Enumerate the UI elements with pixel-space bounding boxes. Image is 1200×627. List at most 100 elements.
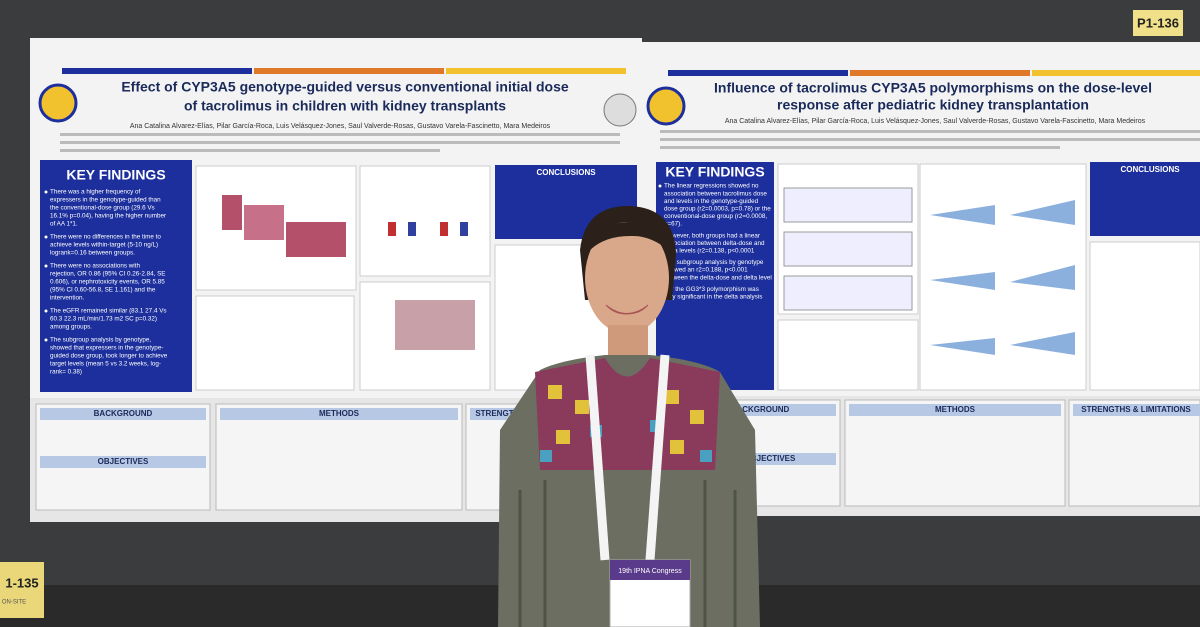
section-header [220, 408, 458, 420]
finding-line: of AA 1*1. [50, 221, 78, 228]
finding-line: There were no differences in the time to [50, 234, 161, 241]
board-sub: ON-SITE [2, 600, 26, 606]
chart-panel [359, 165, 491, 277]
finding-line: The eGFR remained similar (83.1 27.4 Vs [50, 308, 167, 315]
finding-line: between the delta-dose and delta level [664, 274, 772, 281]
chart-panel [777, 319, 919, 391]
finding-line: The subgroup analysis by genotype [664, 259, 764, 266]
finding-line: association between tacrolimus dose [664, 190, 767, 197]
finding-line: 60.3 22.3 mL/min/1.73 m2 SC p=0.32) [50, 316, 157, 323]
table-panel [195, 295, 355, 391]
finding-line: conventional-dose group (r2=0.0008, [664, 213, 767, 220]
lanyard [585, 354, 670, 561]
finding-line: showed that expressers in the genotype- [50, 345, 163, 352]
section-title: METHODS [319, 409, 360, 418]
finding-line: target levels (mean 5 vs 3.2 weeks, log- [50, 361, 161, 368]
table-panel [1089, 241, 1200, 391]
chart-shape [286, 222, 346, 257]
key-findings-title: KEY FINDINGS [66, 167, 165, 183]
conclusions-title: CONCLUSIONS [1120, 165, 1180, 174]
embroidery-pattern [548, 385, 704, 454]
finding-line: only significant in the delta analysis [664, 293, 762, 300]
finding-line: showed an r2=0.188, p<0.001 [664, 267, 748, 274]
poster-title: Influence of tacrolimus CYP3A5 polymorph… [714, 80, 1152, 96]
chart-shape [244, 205, 284, 240]
finding-line: the conventional-dose group (29.6 Vs [50, 205, 155, 212]
bullet [658, 184, 662, 188]
chart-shape [440, 222, 448, 236]
section-header [1073, 404, 1200, 416]
findings: The linear regressions showed noassociat… [658, 183, 772, 300]
conclusions-box [1090, 162, 1200, 236]
person: 19th IPNA Congress [498, 205, 760, 627]
section-header [849, 404, 1061, 416]
poster-right: Influence of tacrolimus CYP3A5 polymorph… [642, 42, 1200, 516]
section-title: STRENGTHS [475, 409, 525, 418]
finding-line: The subgroup analysis by genotype, [50, 337, 151, 344]
stripe [254, 68, 444, 74]
section [215, 403, 463, 511]
affiliation-line [60, 149, 440, 152]
chart-shape [783, 187, 913, 223]
bullet [44, 235, 48, 239]
affiliation-line [660, 146, 1060, 149]
affiliation-line [660, 130, 1200, 133]
finding-line: (95% CI 0.60-56.8, SE 1.161) and the [50, 287, 156, 294]
stripe [668, 70, 848, 76]
affiliation-line [60, 133, 620, 136]
badge-header [610, 560, 690, 580]
board-number: P1-136 [1137, 15, 1179, 30]
section-header [40, 408, 206, 420]
finding-line: and levels in the genotype-guided [664, 198, 759, 205]
board-tag [1133, 10, 1183, 36]
finding-line: expressers in the genotype-guided than [50, 197, 161, 204]
chart-shape [388, 222, 396, 236]
face [585, 222, 669, 334]
chart-shape [783, 275, 913, 311]
stripe [446, 68, 626, 74]
finding-line: delta levels (r2=0.138, p<0.0001 [664, 247, 755, 254]
chart-shape [395, 300, 475, 350]
authors: Ana Catalina Alvarez-Elías, Pilar García… [130, 123, 551, 130]
affiliation-line [660, 138, 1200, 141]
findings: There was a higher frequency ofexpresser… [44, 189, 168, 376]
finding-line: The linear regressions showed no [664, 183, 759, 190]
finding-line: There were no associations with [50, 263, 140, 270]
section-header [40, 456, 206, 468]
key-findings-title: KEY FINDINGS [665, 164, 764, 180]
chart-shape [222, 195, 242, 230]
finding-line: There was a higher frequency of [50, 189, 141, 196]
logo [38, 83, 78, 123]
finding-line: association between delta-dose and [664, 240, 765, 247]
section [844, 399, 1066, 507]
finding-line: logrank=0.16 between groups. [50, 250, 135, 257]
poster-title: Effect of CYP3A5 genotype-guided versus … [121, 79, 569, 95]
section-title: BACKGROUND [731, 405, 790, 414]
finding-line: dose group (r2=0.0003, p=0.78) or the [664, 205, 771, 212]
bullet [44, 309, 48, 313]
chart-shape [930, 200, 1075, 355]
finding-line: intervention. [50, 295, 85, 302]
bullet [44, 190, 48, 194]
finding-line: among groups. [50, 324, 92, 331]
key-findings-box [656, 162, 774, 390]
board-number: 1-135 [5, 575, 38, 590]
chart-shape [783, 231, 913, 267]
stripe [62, 68, 252, 74]
finding-line: 0.606), or nephrotoxicity events, OR 5.8… [50, 279, 165, 286]
section-title: OBJECTIVES [745, 454, 796, 463]
stripes [518, 480, 737, 627]
hair-top [590, 222, 668, 250]
smile [605, 304, 649, 315]
finding-line: 16.1% p=0.04), having the higher number [50, 213, 166, 220]
finding-line: rejection, OR 0.86 (95% CI 0.26-2.84, SE [50, 271, 166, 278]
finding-line: guided dose group, took longer to achiev… [50, 353, 168, 360]
section-title: OBJECTIVES [98, 457, 149, 466]
logo [603, 93, 637, 127]
section-title: METHODS [935, 405, 976, 414]
section-title: STRENGTHS & LIMITATIONS [1081, 405, 1191, 414]
board-tag [0, 562, 44, 618]
logo [646, 86, 686, 126]
chart-shape [408, 222, 416, 236]
